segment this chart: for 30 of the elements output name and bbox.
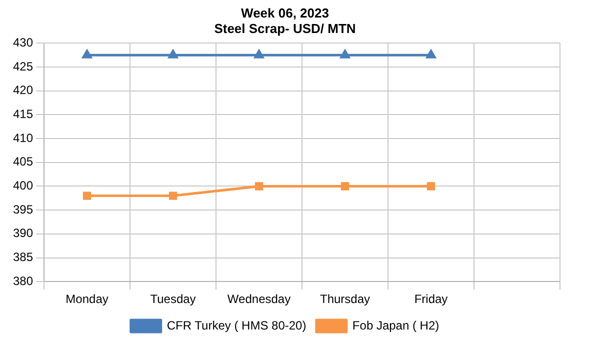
y-tick-label: 415 (12, 107, 34, 122)
y-tick-label: 395 (12, 202, 34, 216)
point (254, 182, 264, 190)
x-tick-label: Monday (66, 292, 108, 306)
y-tick-label: 390 (12, 226, 34, 240)
point (340, 50, 350, 58)
legend-label: Fob Japan ( H2) (352, 318, 440, 332)
y-tick-label: 400 (12, 178, 34, 193)
x-tick-label: Tuesday (150, 292, 196, 306)
y-tick-label: 405 (12, 154, 34, 169)
y-tick-label: 410 (12, 130, 34, 145)
y-tick-label: 420 (12, 83, 34, 98)
x-tick-label: Thursday (320, 292, 370, 306)
chart-subtitle: Steel Scrap- USD/ MTN (214, 20, 356, 36)
point (426, 50, 436, 58)
legend-label: CFR Turkey ( HMS 80-20) (166, 318, 306, 332)
y-tick-label: 380 (12, 274, 34, 288)
point (168, 192, 178, 200)
y-tick-label: 430 (12, 36, 34, 50)
x-tick-label: Friday (414, 292, 448, 306)
point (340, 182, 350, 190)
point (82, 50, 92, 58)
y-tick-label: 425 (12, 59, 34, 74)
point (82, 192, 92, 200)
point (254, 50, 264, 58)
point (426, 182, 436, 190)
x-tick-label: Wednesday (227, 292, 291, 306)
point (168, 50, 178, 58)
chart-title: Week 06, 2023 (241, 5, 329, 20)
y-tick-label: 385 (12, 250, 34, 264)
